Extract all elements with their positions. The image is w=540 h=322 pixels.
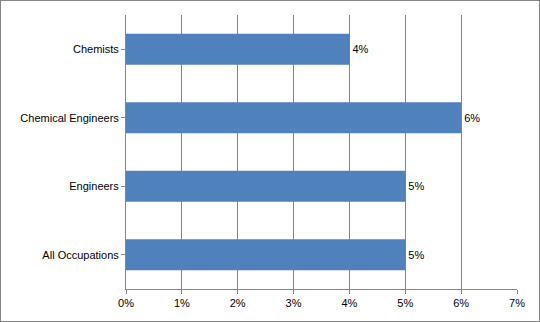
svg-text:3%: 3%: [286, 297, 302, 309]
svg-text:5%: 5%: [408, 249, 424, 261]
svg-text:1%: 1%: [174, 297, 190, 309]
svg-text:5%: 5%: [397, 297, 413, 309]
svg-text:4%: 4%: [352, 43, 368, 55]
svg-text:7%: 7%: [509, 297, 525, 309]
svg-text:All Occupations: All Occupations: [42, 249, 119, 261]
svg-text:2%: 2%: [230, 297, 246, 309]
svg-text:Engineers: Engineers: [69, 180, 119, 192]
svg-text:Chemical Engineers: Chemical Engineers: [20, 112, 119, 124]
svg-text:6%: 6%: [453, 297, 469, 309]
svg-text:Chemists: Chemists: [73, 43, 119, 55]
svg-text:5%: 5%: [408, 180, 424, 192]
svg-text:4%: 4%: [341, 297, 357, 309]
svg-text:0%: 0%: [118, 297, 134, 309]
svg-text:6%: 6%: [464, 112, 480, 124]
